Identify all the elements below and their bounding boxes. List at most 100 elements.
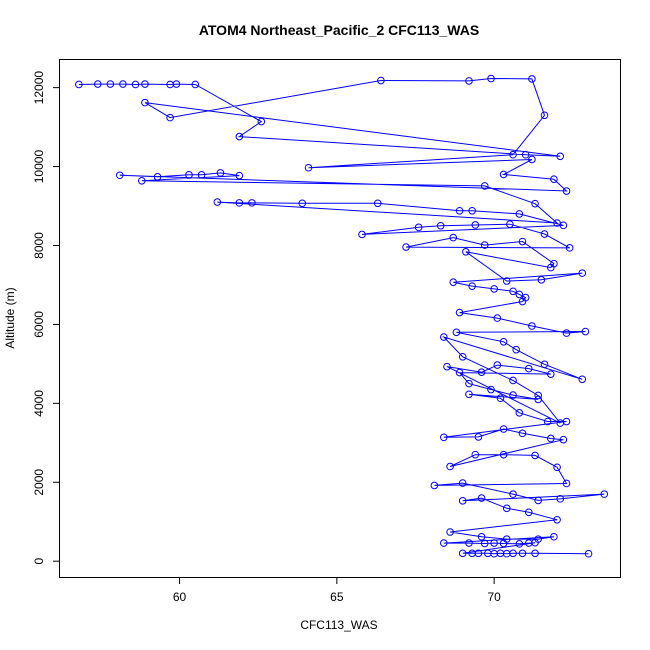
data-point (235, 171, 244, 180)
data-point (449, 278, 458, 286)
data-point (377, 76, 385, 85)
data-point (487, 74, 495, 83)
data-point (531, 549, 539, 558)
data-point (565, 244, 574, 252)
data-point (546, 434, 555, 443)
x-tick-label: 70 (487, 590, 501, 604)
data-point (502, 504, 511, 513)
data-point (443, 362, 451, 371)
data-point (534, 391, 543, 400)
data-point (562, 187, 571, 195)
data-point (528, 155, 536, 164)
data-point (430, 481, 439, 490)
data-point (531, 451, 539, 460)
y-tick-label: 12000 (32, 71, 46, 105)
data-point (172, 80, 181, 88)
data-point (515, 290, 524, 299)
data-point (477, 494, 486, 502)
data-point (543, 417, 552, 426)
y-axis-label: Altitude (m) (3, 287, 17, 348)
data-point (474, 549, 483, 558)
data-point (540, 360, 549, 369)
data-point (509, 287, 517, 296)
data-point (455, 206, 464, 215)
data-point (490, 285, 498, 293)
data-point (524, 364, 533, 373)
data-point (499, 337, 508, 346)
data-point (298, 199, 307, 208)
data-point (493, 361, 502, 369)
data-point (465, 539, 473, 547)
data-point (440, 433, 448, 442)
data-point (216, 169, 225, 177)
data-point (248, 199, 256, 207)
data-point (458, 549, 467, 558)
y-tick-label: 0 (32, 558, 46, 565)
data-point (480, 539, 489, 548)
data-point (537, 276, 546, 284)
x-tick-label: 65 (330, 590, 344, 604)
data-point (373, 199, 382, 208)
data-point (509, 549, 517, 558)
data-point (191, 80, 200, 89)
data-point (458, 479, 467, 487)
y-tick-label: 10000 (32, 150, 46, 184)
data-point (137, 176, 146, 185)
data-point (499, 425, 508, 433)
data-point (440, 539, 448, 547)
data-point (534, 496, 543, 505)
data-point (540, 230, 549, 238)
data-point (446, 528, 454, 536)
data-point (465, 379, 473, 388)
data-point (562, 479, 571, 488)
data-point (436, 221, 445, 230)
data-point (550, 532, 558, 541)
data-point (458, 497, 467, 505)
data-point (458, 352, 467, 361)
data-point (509, 490, 517, 498)
data-point (166, 113, 174, 122)
data-point (553, 515, 561, 524)
data-point (119, 80, 127, 88)
data-point (304, 163, 313, 172)
data-point (462, 248, 470, 256)
data-point (553, 463, 561, 472)
data-point (518, 429, 527, 438)
data-point (115, 171, 124, 180)
data-point (600, 490, 609, 498)
data-point (506, 220, 514, 228)
data-point (512, 345, 520, 354)
data-point (515, 210, 524, 218)
data-point (106, 80, 115, 88)
data-point (509, 376, 517, 385)
data-point (559, 221, 568, 230)
data-series (75, 74, 609, 558)
x-tick-label: 60 (173, 590, 187, 604)
data-point (528, 322, 536, 330)
data-point (499, 170, 508, 179)
data-point (477, 368, 486, 376)
data-point (534, 395, 543, 404)
x-axis: 60 65 70 (173, 577, 501, 604)
y-tick-label: 4000 (32, 390, 46, 417)
data-point (414, 223, 423, 232)
data-point (487, 385, 495, 394)
data-point (499, 450, 508, 459)
data-point (499, 539, 508, 548)
data-point (131, 80, 140, 89)
data-point (559, 435, 568, 444)
data-point (528, 75, 536, 83)
data-point (471, 221, 480, 229)
data-point (546, 263, 555, 272)
data-point (452, 328, 461, 337)
data-point (584, 549, 593, 558)
data-point (550, 175, 558, 183)
x-axis-label: CFC113_WAS (300, 618, 377, 632)
data-point (540, 111, 549, 120)
data-point (578, 375, 587, 384)
data-point (153, 173, 162, 181)
data-point (518, 297, 527, 306)
data-point (480, 241, 489, 249)
data-point (581, 327, 590, 336)
series-line (78, 77, 605, 555)
